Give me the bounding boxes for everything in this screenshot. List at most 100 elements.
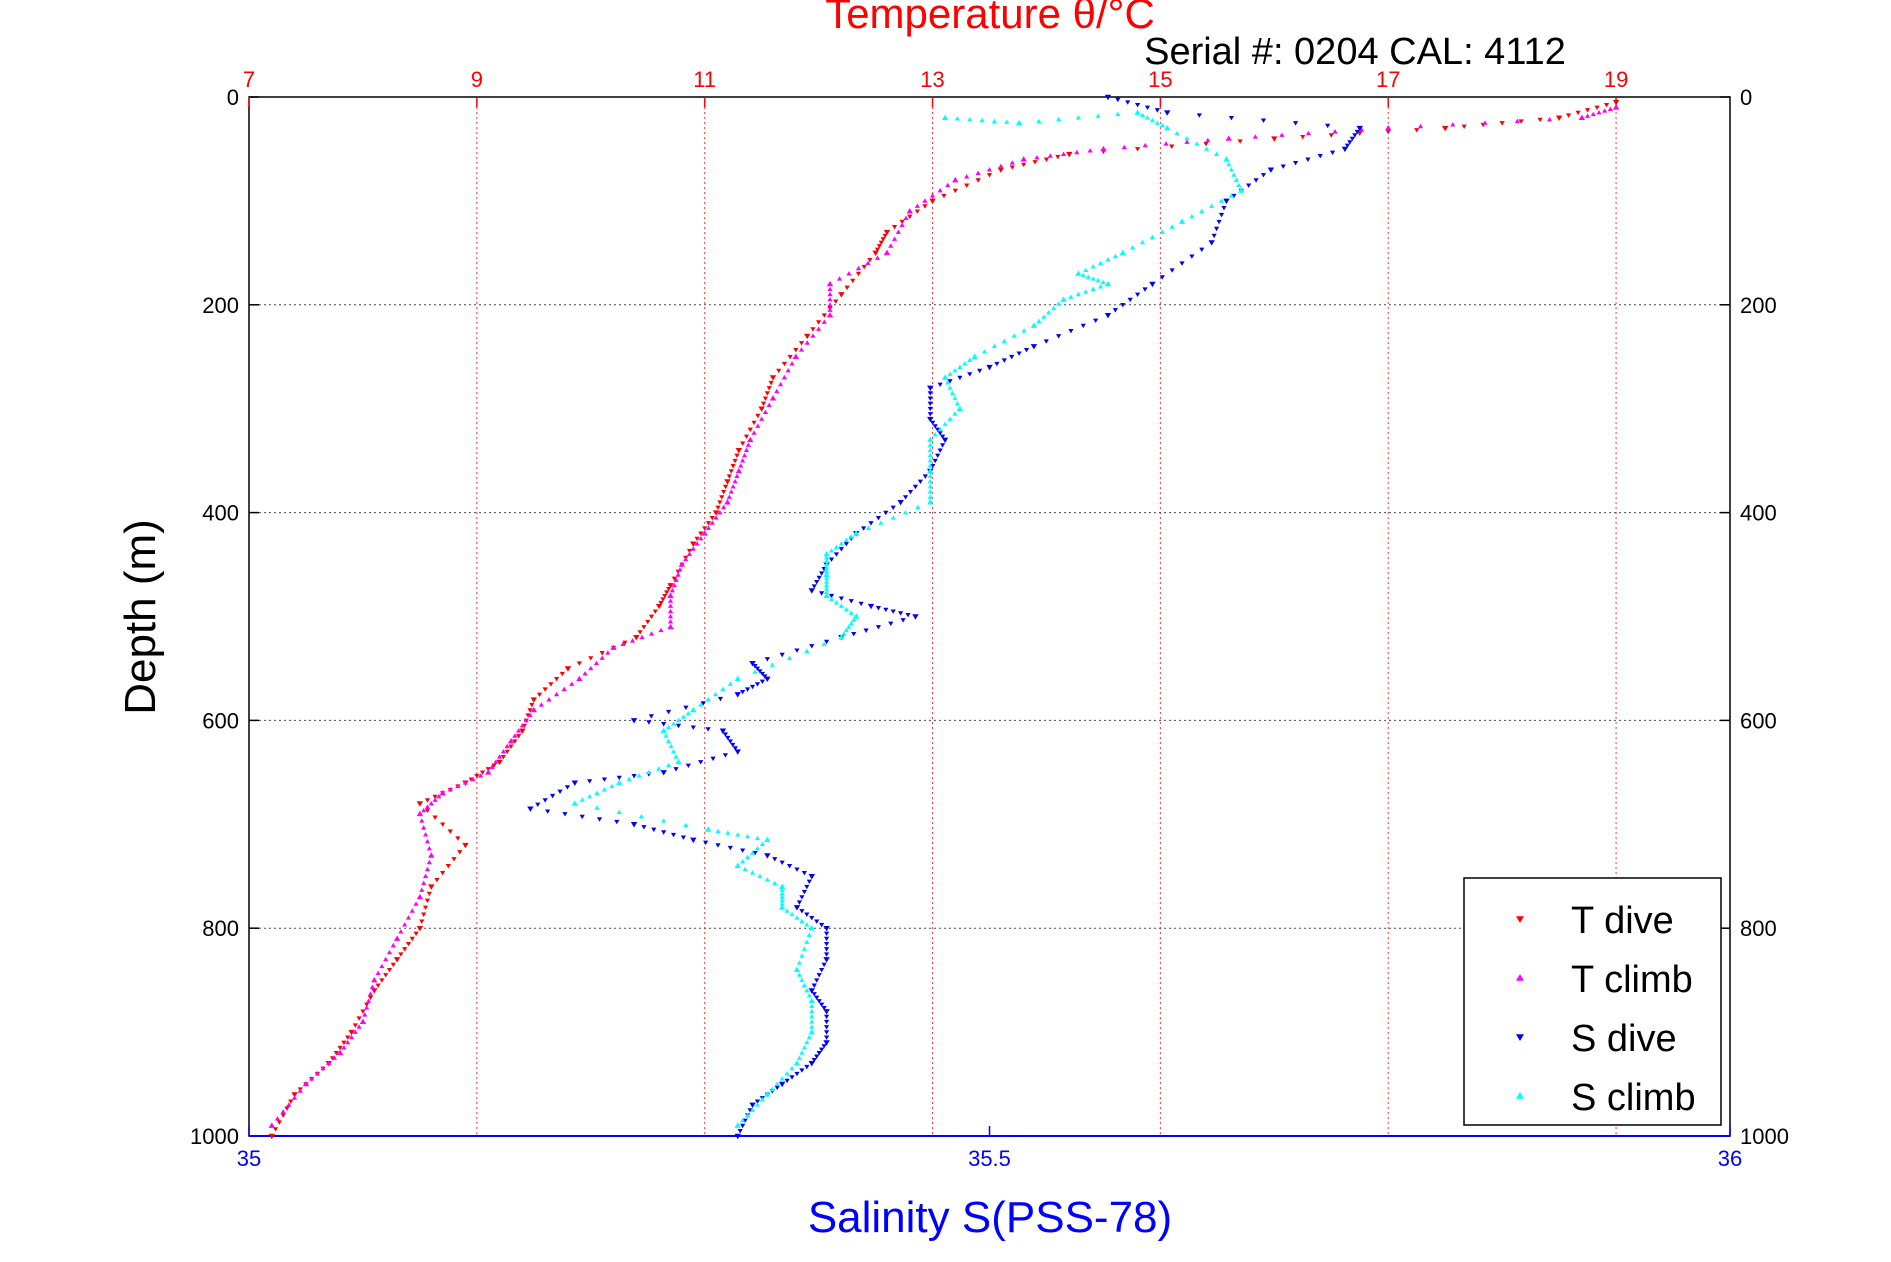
data-point <box>1119 249 1126 256</box>
data-point <box>1211 233 1217 239</box>
data-point <box>671 576 677 582</box>
data-point <box>1100 145 1107 152</box>
data-point <box>764 676 771 683</box>
data-point <box>1051 305 1057 311</box>
data-point <box>500 748 507 754</box>
data-point <box>698 702 704 707</box>
data-point <box>794 648 800 653</box>
data-point <box>727 845 733 851</box>
data-point <box>715 505 721 511</box>
top-tick-label: 19 <box>1604 67 1628 92</box>
data-point <box>789 361 795 366</box>
y-tick-label-left: 400 <box>202 501 239 526</box>
data-point <box>715 843 721 848</box>
data-point <box>986 364 993 371</box>
data-point <box>764 836 771 843</box>
data-point <box>333 1051 339 1056</box>
data-point <box>823 1009 830 1015</box>
data-point <box>967 116 973 122</box>
data-point <box>1135 102 1141 108</box>
data-point <box>846 624 852 629</box>
data-point <box>666 709 672 715</box>
data-point <box>811 584 817 589</box>
data-point <box>781 374 788 380</box>
data-point <box>683 556 689 562</box>
data-point <box>1237 139 1243 144</box>
data-point <box>962 361 968 366</box>
data-point <box>413 931 419 936</box>
data-point <box>422 905 429 911</box>
legend-box <box>1463 877 1722 1126</box>
data-point <box>902 510 909 515</box>
data-point <box>814 978 820 983</box>
data-point <box>1083 289 1089 294</box>
data-point <box>823 931 830 936</box>
data-point <box>779 890 785 896</box>
data-point <box>1194 141 1200 146</box>
data-point <box>491 763 497 769</box>
data-point <box>784 1078 790 1084</box>
data-point <box>720 686 726 692</box>
data-point <box>799 909 805 914</box>
data-point <box>927 458 933 463</box>
data-point <box>439 789 446 796</box>
data-point <box>747 427 753 433</box>
data-point <box>722 484 729 490</box>
data-point <box>927 478 933 484</box>
data-point <box>730 484 736 489</box>
data-points <box>268 94 1620 1140</box>
data-point <box>713 515 719 520</box>
data-point <box>838 547 844 552</box>
data-point <box>587 779 593 784</box>
data-point <box>690 837 697 844</box>
data-point <box>828 548 835 553</box>
data-point <box>424 808 431 814</box>
data-point <box>858 601 864 607</box>
data-point <box>588 656 594 661</box>
data-point <box>734 453 740 459</box>
data-point <box>564 785 571 790</box>
data-point <box>673 754 679 759</box>
data-point <box>516 728 522 733</box>
data-point <box>680 835 687 840</box>
data-point <box>641 625 647 630</box>
data-point <box>927 385 934 392</box>
data-point <box>364 1002 370 1007</box>
data-point <box>648 714 654 719</box>
data-point <box>508 744 514 749</box>
data-point <box>823 1035 830 1040</box>
data-point <box>740 441 746 446</box>
data-point <box>971 353 978 359</box>
data-point <box>1169 224 1175 229</box>
data-point <box>819 571 825 576</box>
data-point <box>474 773 480 779</box>
data-point <box>977 368 983 374</box>
data-point <box>747 1108 753 1113</box>
data-point <box>1093 318 1099 323</box>
data-point <box>320 1065 326 1071</box>
data-point <box>875 606 882 611</box>
data-point <box>1135 147 1141 152</box>
data-point <box>779 652 785 658</box>
data-point <box>1009 160 1015 165</box>
data-point <box>754 682 761 687</box>
data-point <box>1547 116 1553 122</box>
data-point <box>1218 212 1225 218</box>
data-point <box>806 879 812 885</box>
data-point <box>314 1071 320 1076</box>
data-point <box>823 586 830 591</box>
data-point <box>1159 122 1165 128</box>
data-point <box>799 1068 805 1073</box>
data-point <box>630 718 638 724</box>
data-point <box>1159 229 1165 234</box>
data-point <box>1271 136 1278 142</box>
data-point <box>789 1075 795 1080</box>
data-point <box>930 420 936 426</box>
data-point <box>762 396 769 401</box>
data-point <box>890 505 896 511</box>
data-point <box>479 770 486 775</box>
data-point <box>1125 100 1131 105</box>
data-point <box>927 436 934 443</box>
data-point <box>769 662 775 667</box>
data-point <box>907 490 914 495</box>
